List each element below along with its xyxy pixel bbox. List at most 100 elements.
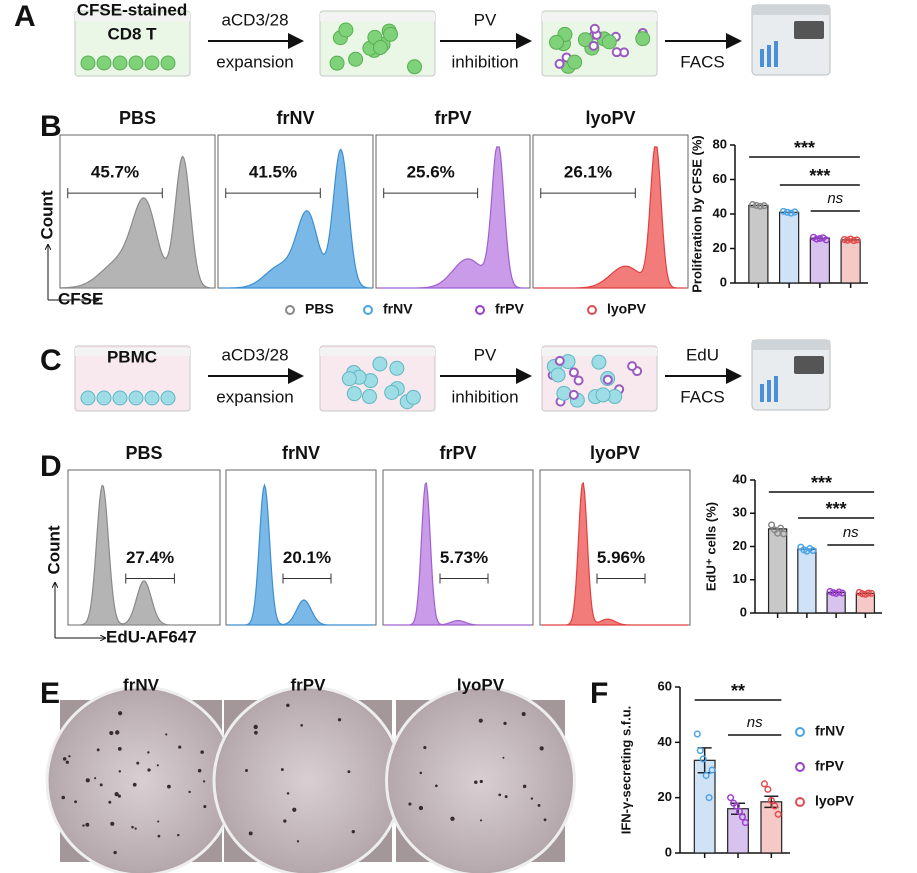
histogram bbox=[542, 481, 688, 626]
spot bbox=[202, 780, 206, 783]
spot bbox=[96, 748, 100, 752]
histogram bbox=[385, 481, 531, 626]
arrow-label: FACS bbox=[680, 387, 724, 406]
cell bbox=[348, 51, 364, 67]
legend-label: frPV bbox=[815, 758, 844, 774]
cell bbox=[96, 55, 112, 71]
gate bbox=[383, 188, 479, 199]
cell bbox=[550, 367, 566, 383]
well-dish bbox=[45, 685, 237, 873]
spot bbox=[347, 770, 351, 774]
spot bbox=[188, 790, 191, 794]
significance-label: ** bbox=[731, 681, 745, 701]
histogram bbox=[535, 146, 687, 289]
legend-marker bbox=[363, 305, 373, 315]
data-point bbox=[787, 209, 795, 217]
arrow-label: PV bbox=[474, 345, 497, 364]
data-point bbox=[702, 771, 710, 780]
cell bbox=[329, 55, 345, 71]
cell bbox=[361, 389, 377, 405]
histogram-title: frPV bbox=[439, 443, 476, 463]
data-point bbox=[850, 237, 858, 245]
spot bbox=[197, 768, 202, 773]
data-point bbox=[809, 546, 817, 555]
spot bbox=[156, 764, 159, 767]
histogram-title: frPV bbox=[434, 108, 471, 128]
gate-label: 5.73% bbox=[440, 548, 488, 567]
facs-bar bbox=[767, 380, 771, 402]
spot bbox=[167, 784, 171, 789]
spot bbox=[419, 771, 423, 775]
histogram-title: frNV bbox=[282, 443, 320, 463]
data-point bbox=[693, 730, 701, 738]
histogram bbox=[70, 484, 218, 626]
cell bbox=[372, 39, 388, 55]
arrow-label: aCD3/28 bbox=[221, 345, 288, 364]
data-point bbox=[735, 807, 744, 816]
y-axis-label: EdU⁺ cells (%) bbox=[703, 502, 718, 591]
legend-label: frPV bbox=[495, 301, 524, 317]
y-tick-label: 0 bbox=[740, 604, 747, 619]
cell bbox=[112, 55, 128, 71]
spot bbox=[408, 802, 412, 806]
spot bbox=[248, 831, 253, 836]
spot bbox=[479, 819, 483, 822]
cell bbox=[384, 384, 400, 400]
cell bbox=[382, 26, 398, 42]
cell bbox=[144, 55, 160, 71]
data-point bbox=[738, 813, 746, 821]
flow-x-label: CFSE bbox=[58, 289, 103, 308]
spot bbox=[543, 818, 547, 822]
cell bbox=[567, 54, 583, 70]
bar bbox=[778, 211, 800, 284]
bar bbox=[797, 548, 817, 614]
spot bbox=[245, 769, 248, 772]
gate-label: 27.4% bbox=[126, 548, 174, 567]
significance-label: *** bbox=[826, 499, 847, 519]
data-point bbox=[768, 521, 776, 529]
y-tick-label: 0 bbox=[720, 274, 727, 289]
virus bbox=[588, 40, 599, 51]
cell bbox=[556, 385, 572, 401]
arrow-label: inhibition bbox=[451, 387, 518, 406]
spot bbox=[435, 784, 438, 788]
cell bbox=[389, 360, 405, 376]
histogram bbox=[219, 148, 372, 289]
gate bbox=[540, 188, 636, 199]
spot bbox=[147, 751, 150, 754]
virus bbox=[554, 58, 565, 69]
y-tick-label: 20 bbox=[713, 240, 727, 255]
bar bbox=[840, 239, 861, 284]
cell bbox=[160, 390, 176, 406]
cell bbox=[577, 32, 593, 48]
panel-label: E bbox=[40, 677, 60, 710]
spot bbox=[296, 840, 300, 843]
data-point bbox=[767, 796, 775, 804]
histogram-title: lyoPV bbox=[585, 108, 635, 128]
spot bbox=[117, 746, 122, 751]
cell bbox=[338, 22, 354, 38]
spot bbox=[134, 827, 137, 830]
y-tick-label: 40 bbox=[733, 471, 747, 486]
bar bbox=[760, 801, 783, 854]
data-point bbox=[816, 234, 824, 243]
virus bbox=[568, 389, 579, 400]
flow-y-label: Count bbox=[44, 525, 63, 574]
gate-label: 5.96% bbox=[597, 548, 645, 567]
y-tick-label: 40 bbox=[658, 734, 672, 749]
histogram-title: PBS bbox=[119, 108, 156, 128]
panel-label: A bbox=[14, 0, 36, 33]
data-point bbox=[840, 235, 848, 244]
cell bbox=[372, 356, 388, 372]
gate-label: 25.6% bbox=[407, 163, 455, 182]
spot bbox=[530, 797, 534, 800]
facs-top bbox=[752, 5, 830, 15]
gate bbox=[282, 573, 332, 584]
significance-label: *** bbox=[809, 166, 830, 186]
y-axis-label: IFN-γ-secreting s.f.u. bbox=[618, 706, 633, 835]
histogram-frame bbox=[382, 469, 534, 626]
gate bbox=[439, 573, 489, 584]
spot bbox=[62, 757, 67, 761]
y-tick-label: 20 bbox=[733, 538, 747, 553]
spot bbox=[110, 821, 115, 826]
